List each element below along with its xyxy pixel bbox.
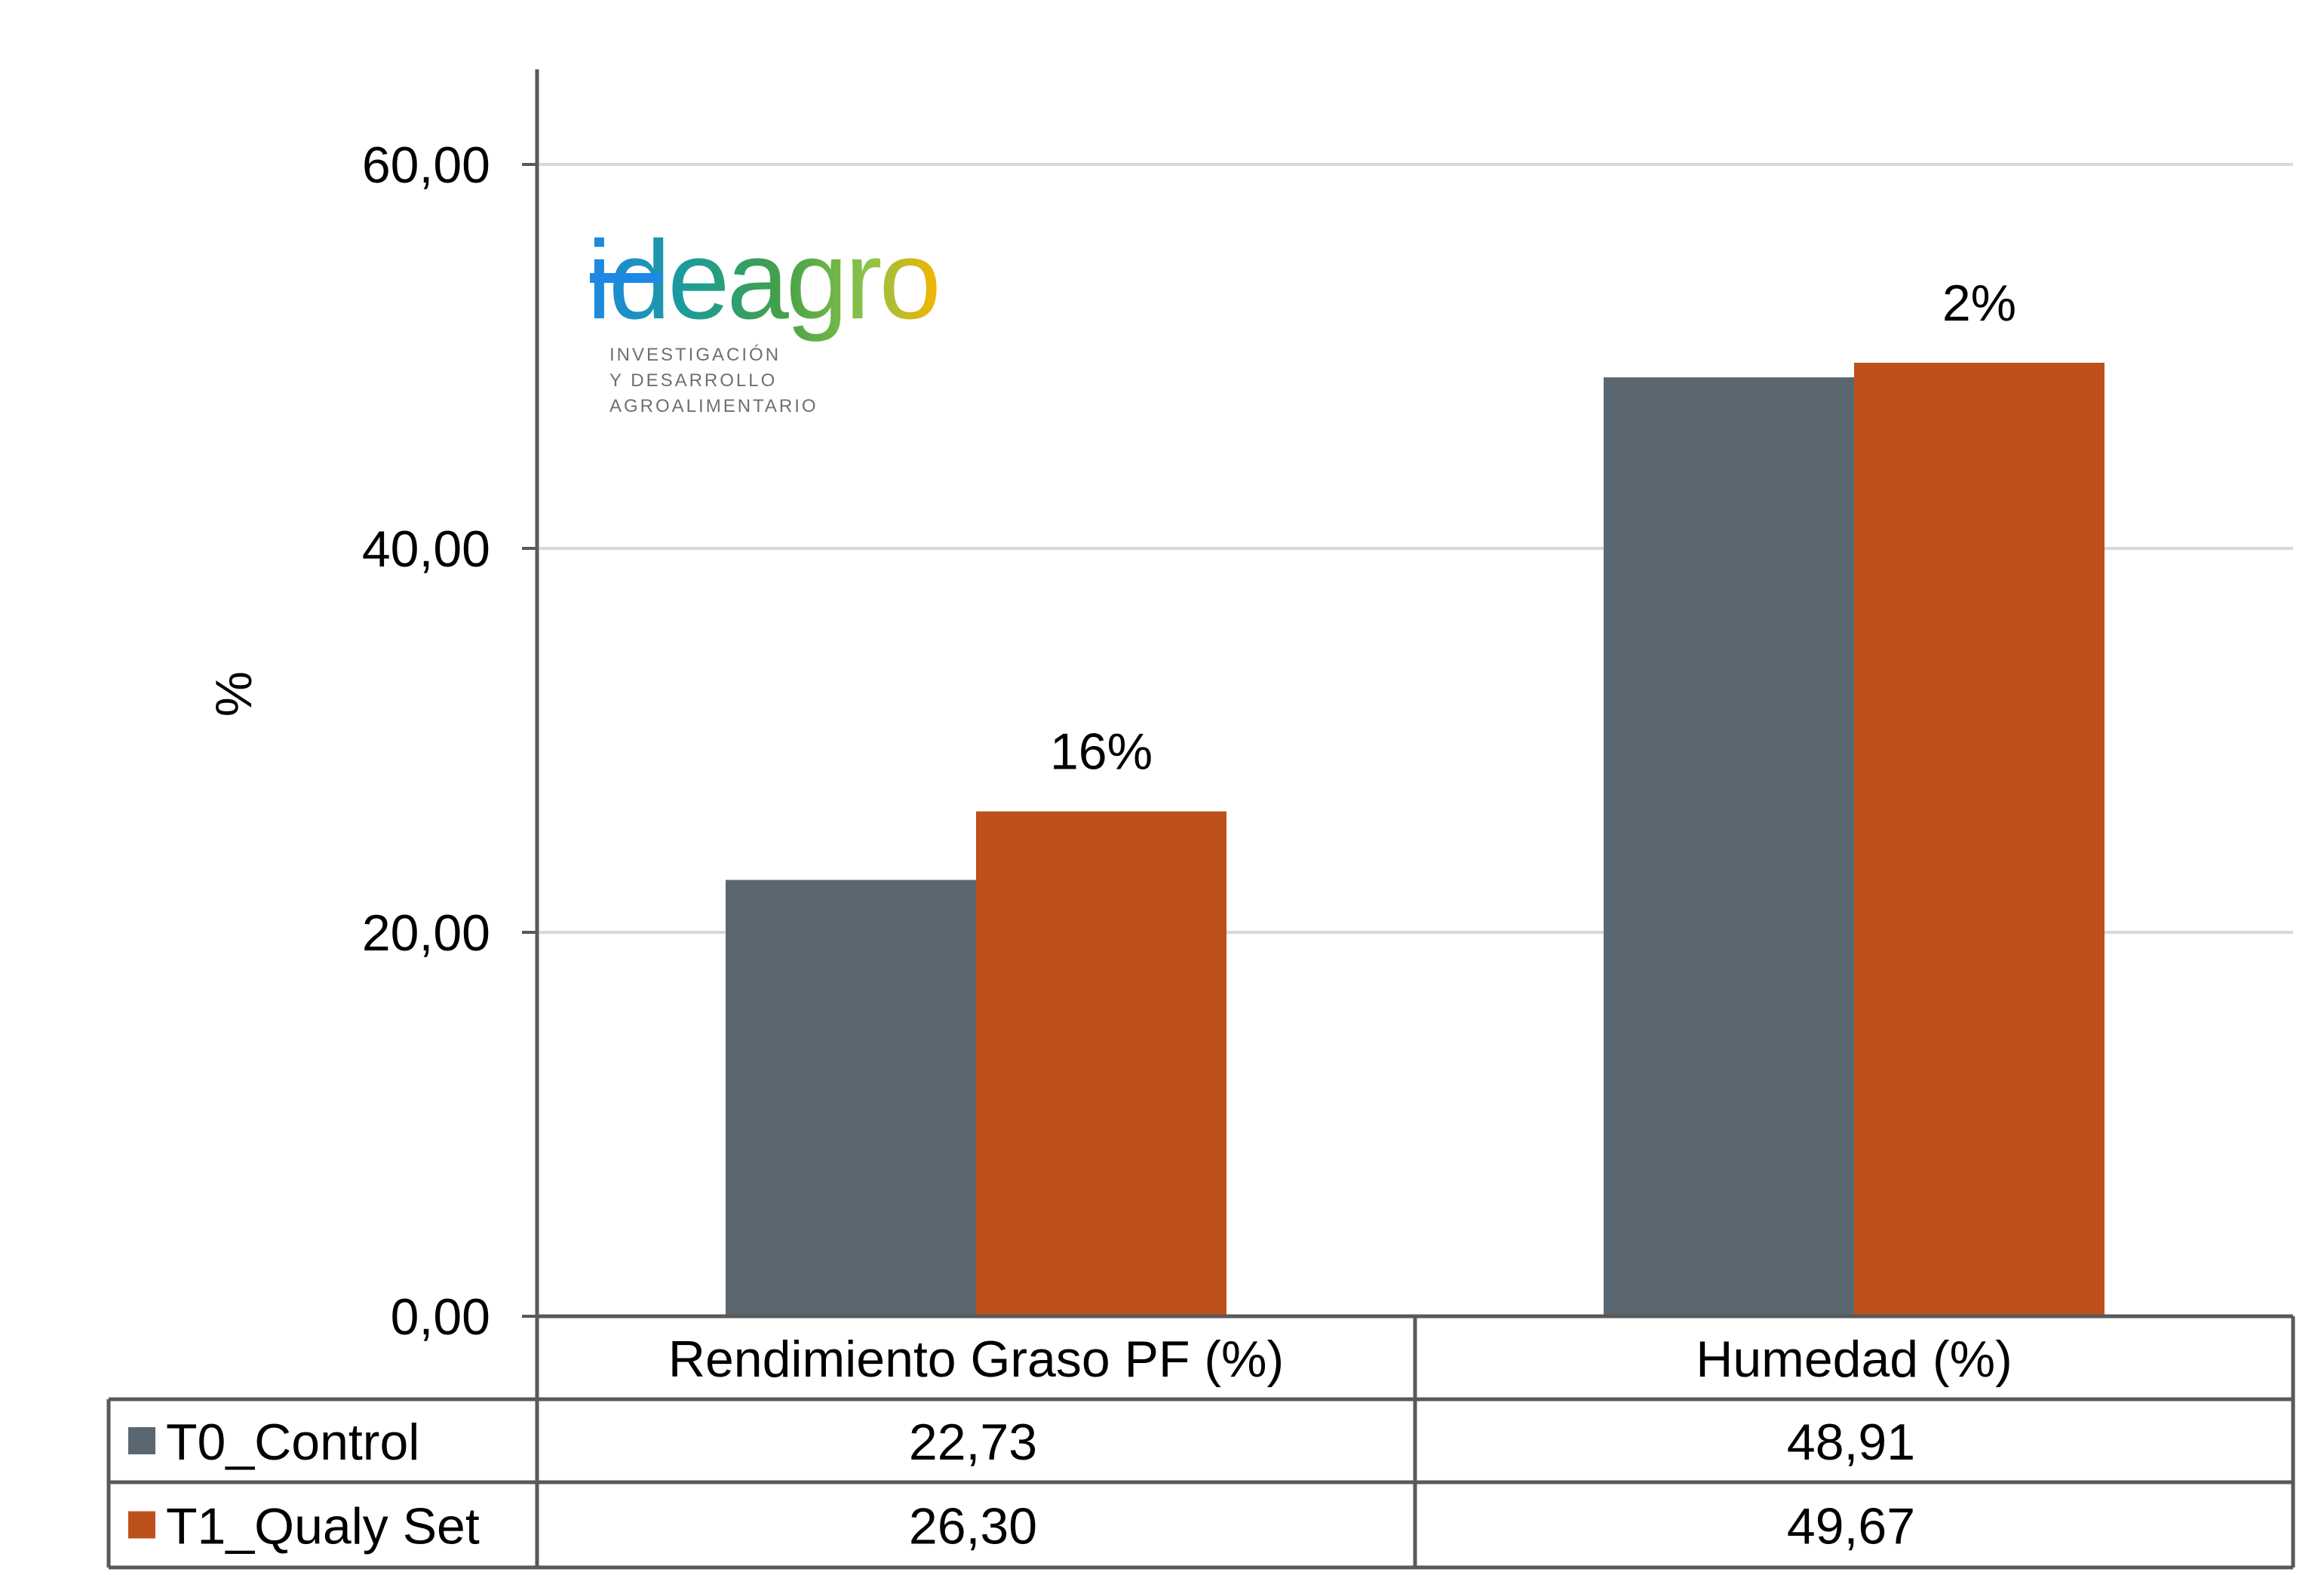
change-annotation: 2% [1942, 275, 2016, 332]
y-tick-label: 60,00 [362, 137, 490, 194]
category-label: Rendimiento Graso PF (%) [668, 1331, 1284, 1388]
legend-label: T1_Qualy Set [166, 1498, 480, 1555]
table-value: 26,30 [909, 1498, 1037, 1555]
logo-line-2: Y DESARROLLO [609, 370, 777, 391]
data-table: Rendimiento Graso PF (%) Humedad (%) T0_Co… [106, 1314, 2295, 1570]
ideagro-logo: ideagro INVESTIGACIÓN Y DESARROLLO AGROA… [587, 218, 941, 416]
annotations: 16% 2% [1050, 275, 2016, 781]
table-value: 49,67 [1787, 1498, 1915, 1555]
table-value: 48,91 [1787, 1414, 1915, 1471]
legend-swatch [128, 1427, 155, 1454]
logo-line-1: INVESTIGACIÓN [609, 345, 781, 365]
y-tick-labels: 0,00 20,00 40,00 60,00 [362, 137, 490, 1346]
y-tick-label: 20,00 [362, 904, 490, 962]
table-value: 22,73 [909, 1414, 1037, 1471]
change-annotation: 16% [1050, 723, 1153, 781]
legend-swatch [128, 1511, 155, 1539]
legend-label: T0_Control [166, 1414, 419, 1471]
y-axis-label: % [205, 671, 262, 717]
y-tick-label: 0,00 [391, 1288, 490, 1346]
bar-t1-qualy-set [976, 811, 1226, 1316]
bar-t1-qualy-set [1854, 362, 2104, 1317]
y-tick-label: 40,00 [362, 520, 490, 578]
bar-t0-control [1604, 377, 1854, 1317]
logo-plus-icon [590, 273, 662, 283]
category-label: Humedad (%) [1696, 1331, 2012, 1388]
bar-t0-control [726, 880, 976, 1316]
y-axis [522, 69, 539, 1318]
logo-line-3: AGROALIMENTARIO [609, 396, 818, 416]
bars [726, 362, 2104, 1317]
